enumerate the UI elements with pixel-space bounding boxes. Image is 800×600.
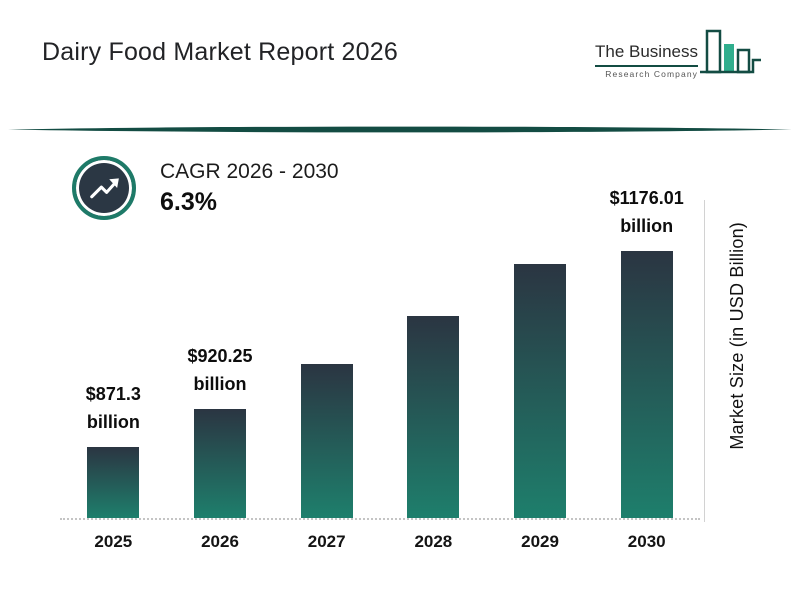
logo-subtitle: Research Company: [605, 69, 698, 79]
bar-column: [487, 185, 594, 518]
bar-column: [380, 185, 487, 518]
bar-column: $920.25 billion: [167, 185, 274, 518]
x-axis-label: 2029: [521, 532, 559, 551]
header: Dairy Food Market Report 2026 The Busine…: [42, 26, 762, 93]
bar-2027: [300, 364, 353, 518]
bar-chart: $871.3 billion $920.25 billion $1176.01 billi…: [60, 185, 700, 552]
x-axis-label: 2027: [307, 532, 346, 551]
cagr-label: CAGR 2026 - 2030: [160, 159, 339, 183]
x-axis-label: 2025: [94, 532, 133, 551]
divider: [0, 121, 800, 139]
logo-bars-icon: [700, 26, 762, 93]
y-axis-title: Market Size (in USD Billion): [727, 222, 747, 450]
x-labels: 2025 2026 2027 2028 2029 2030: [60, 532, 700, 552]
logo-name: The Business: [595, 42, 698, 67]
bar-column: $1176.01 billion: [593, 185, 700, 518]
bar-2026: [194, 409, 246, 518]
bar-value-label: $1176.01 billion: [609, 188, 684, 236]
bar-value-label: $920.25 billion: [187, 346, 253, 395]
company-logo: The Business Research Company: [595, 26, 762, 93]
trend-up-icon: [72, 156, 136, 220]
bar-2025: [87, 447, 140, 518]
bar-2028: [407, 316, 460, 518]
logo-text: The Business Research Company: [595, 42, 698, 93]
cagr-value: 6.3%: [160, 187, 217, 216]
plot-area: $871.3 billion $920.25 billion $1176.01 billi…: [60, 185, 700, 520]
bar-column: $871.3 billion: [60, 185, 167, 518]
y-axis-line: [704, 200, 705, 522]
x-axis-label: 2030: [627, 532, 666, 551]
bar-column: [273, 185, 380, 518]
bar-2030: [620, 250, 673, 518]
bar-2029: [514, 264, 567, 518]
bar-value-label: $871.3 billion: [85, 384, 141, 433]
x-axis-label: 2028: [414, 532, 453, 551]
cagr-block: CAGR 2026 - 2030 6.3%: [72, 156, 339, 220]
x-axis-label: 2026: [201, 532, 239, 551]
page-title: Dairy Food Market Report 2026: [42, 38, 398, 66]
cagr-text: CAGR 2026 - 2030 6.3%: [160, 160, 339, 217]
